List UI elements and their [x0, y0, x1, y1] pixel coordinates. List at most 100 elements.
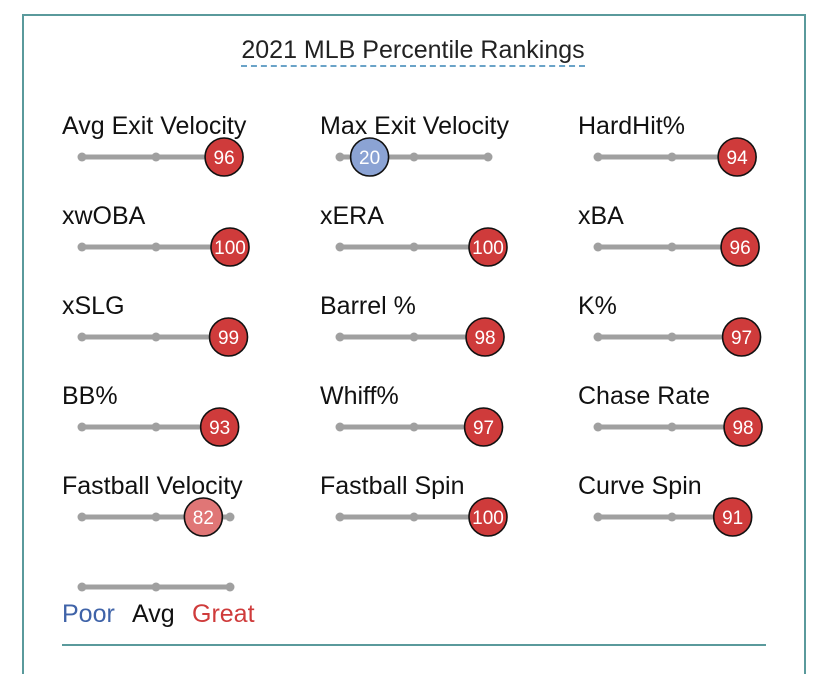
legend-avg-label: Avg: [132, 600, 175, 628]
track-dot-poor: [77, 242, 87, 252]
metric-label: HardHit%: [578, 112, 685, 140]
percentile-value: 100: [214, 238, 246, 259]
metric-whiff: 97 Whiff%: [320, 382, 550, 452]
metric-xera: 100 xERA: [320, 202, 550, 272]
percentile-bubble[interactable]: [712, 497, 753, 537]
chart-title: 2021 MLB Percentile Rankings: [0, 36, 826, 67]
metric-track-svg: 96: [593, 227, 760, 267]
track-dot-avg: [151, 512, 161, 522]
percentile-bubble[interactable]: [183, 497, 224, 537]
metric-label: BB%: [62, 382, 118, 410]
metric-track-svg: 96: [77, 137, 244, 177]
track-dot-poor: [77, 152, 87, 162]
legend-dot-great: [225, 582, 235, 592]
legend-dot-avg: [151, 582, 161, 592]
percentile-value: 94: [727, 148, 749, 169]
metric-track-svg: 20: [335, 137, 493, 177]
metric-bb: 93 BB%: [62, 382, 292, 452]
track-dot-avg: [151, 242, 161, 252]
bottom-divider: [62, 644, 766, 646]
track-dot-avg: [409, 242, 419, 252]
metric-chase-rate: 98 Chase Rate: [578, 382, 808, 452]
track-dot-poor: [77, 422, 87, 432]
metric-label: Avg Exit Velocity: [62, 112, 247, 140]
track-dot-avg: [667, 152, 677, 162]
metric-xslg: 99 xSLG: [62, 292, 292, 362]
percentile-bubble[interactable]: [463, 407, 504, 447]
metric-label: K%: [578, 292, 617, 320]
percentile-bubble[interactable]: [721, 317, 762, 357]
percentile-value: 100: [472, 238, 504, 259]
percentile-bubble[interactable]: [204, 137, 244, 177]
metric-xwoba: 100 xwOBA: [62, 202, 292, 272]
metric-track-svg: 82: [77, 497, 235, 537]
legend: Poor Avg Great: [62, 570, 292, 640]
metric-track-svg: 91: [593, 497, 753, 537]
metric-fastball-spin: 100 Fastball Spin: [320, 472, 550, 542]
percentile-bubble[interactable]: [349, 137, 390, 177]
track-dot-avg: [151, 152, 161, 162]
metric-track-svg: 97: [335, 407, 504, 447]
track-dot-great: [225, 512, 235, 522]
metric-barrel: 98 Barrel %: [320, 292, 550, 362]
track-dot-poor: [593, 512, 603, 522]
metric-label: xwOBA: [62, 202, 146, 230]
metric-track-svg: 97: [593, 317, 762, 357]
percentile-value: 97: [731, 328, 752, 349]
metric-track-svg: 100: [335, 227, 508, 267]
track-dot-avg: [409, 152, 419, 162]
metric-track-svg: 93: [77, 407, 240, 447]
percentile-value: 96: [730, 238, 751, 259]
percentile-bubble[interactable]: [720, 227, 760, 267]
percentile-value: 20: [359, 148, 380, 169]
percentile-bubble[interactable]: [723, 407, 763, 447]
legend-great-label: Great: [192, 600, 255, 628]
metric-label: Max Exit Velocity: [320, 112, 509, 140]
metric-label: Whiff%: [320, 382, 399, 410]
metric-k: 97 K%: [578, 292, 808, 362]
metric-track-svg: 99: [77, 317, 249, 357]
percentile-bubble[interactable]: [717, 137, 757, 177]
metric-label: Fastball Spin: [320, 472, 465, 500]
metric-label: Fastball Velocity: [62, 472, 243, 500]
percentile-value: 96: [214, 148, 235, 169]
metric-label: Chase Rate: [578, 382, 711, 410]
metric-avg-exit-velocity: 96 Avg Exit Velocity: [62, 112, 292, 182]
track-dot-poor: [593, 422, 603, 432]
track-dot-avg: [151, 332, 161, 342]
metric-label: xERA: [320, 202, 384, 230]
metric-track-svg: 100: [77, 227, 250, 267]
percentile-value: 99: [218, 328, 239, 349]
percentile-bubble[interactable]: [199, 407, 240, 447]
percentile-bubble[interactable]: [208, 317, 249, 357]
track-dot-poor: [335, 512, 345, 522]
metric-track-svg: 98: [593, 407, 763, 447]
percentile-value: 93: [209, 418, 230, 439]
chart-title-text[interactable]: 2021 MLB Percentile Rankings: [241, 36, 585, 67]
track-dot-avg: [667, 512, 677, 522]
chart-panel: [22, 14, 806, 674]
metric-curve-spin: 91 Curve Spin: [578, 472, 808, 542]
percentile-bubble[interactable]: [210, 227, 250, 267]
track-dot-poor: [593, 332, 603, 342]
track-dot-avg: [667, 242, 677, 252]
metric-xba: 96 xBA: [578, 202, 808, 272]
metric-hardhit: 94 HardHit%: [578, 112, 808, 182]
percentile-bubble[interactable]: [468, 497, 508, 537]
metric-label: Curve Spin: [578, 472, 702, 500]
track-dot-poor: [335, 242, 345, 252]
legend-poor-label: Poor: [62, 600, 115, 628]
percentile-value: 82: [193, 508, 214, 529]
percentile-bubble[interactable]: [465, 317, 505, 357]
track-dot-avg: [409, 332, 419, 342]
metric-label: xBA: [578, 202, 624, 230]
percentile-value: 100: [472, 508, 504, 529]
metric-track-svg: 100: [335, 497, 508, 537]
track-dot-avg: [151, 422, 161, 432]
track-dot-avg: [667, 332, 677, 342]
percentile-bubble[interactable]: [468, 227, 508, 267]
track-dot-poor: [335, 422, 345, 432]
metric-track-svg: 94: [593, 137, 757, 177]
track-dot-avg: [667, 422, 677, 432]
track-dot-poor: [593, 152, 603, 162]
